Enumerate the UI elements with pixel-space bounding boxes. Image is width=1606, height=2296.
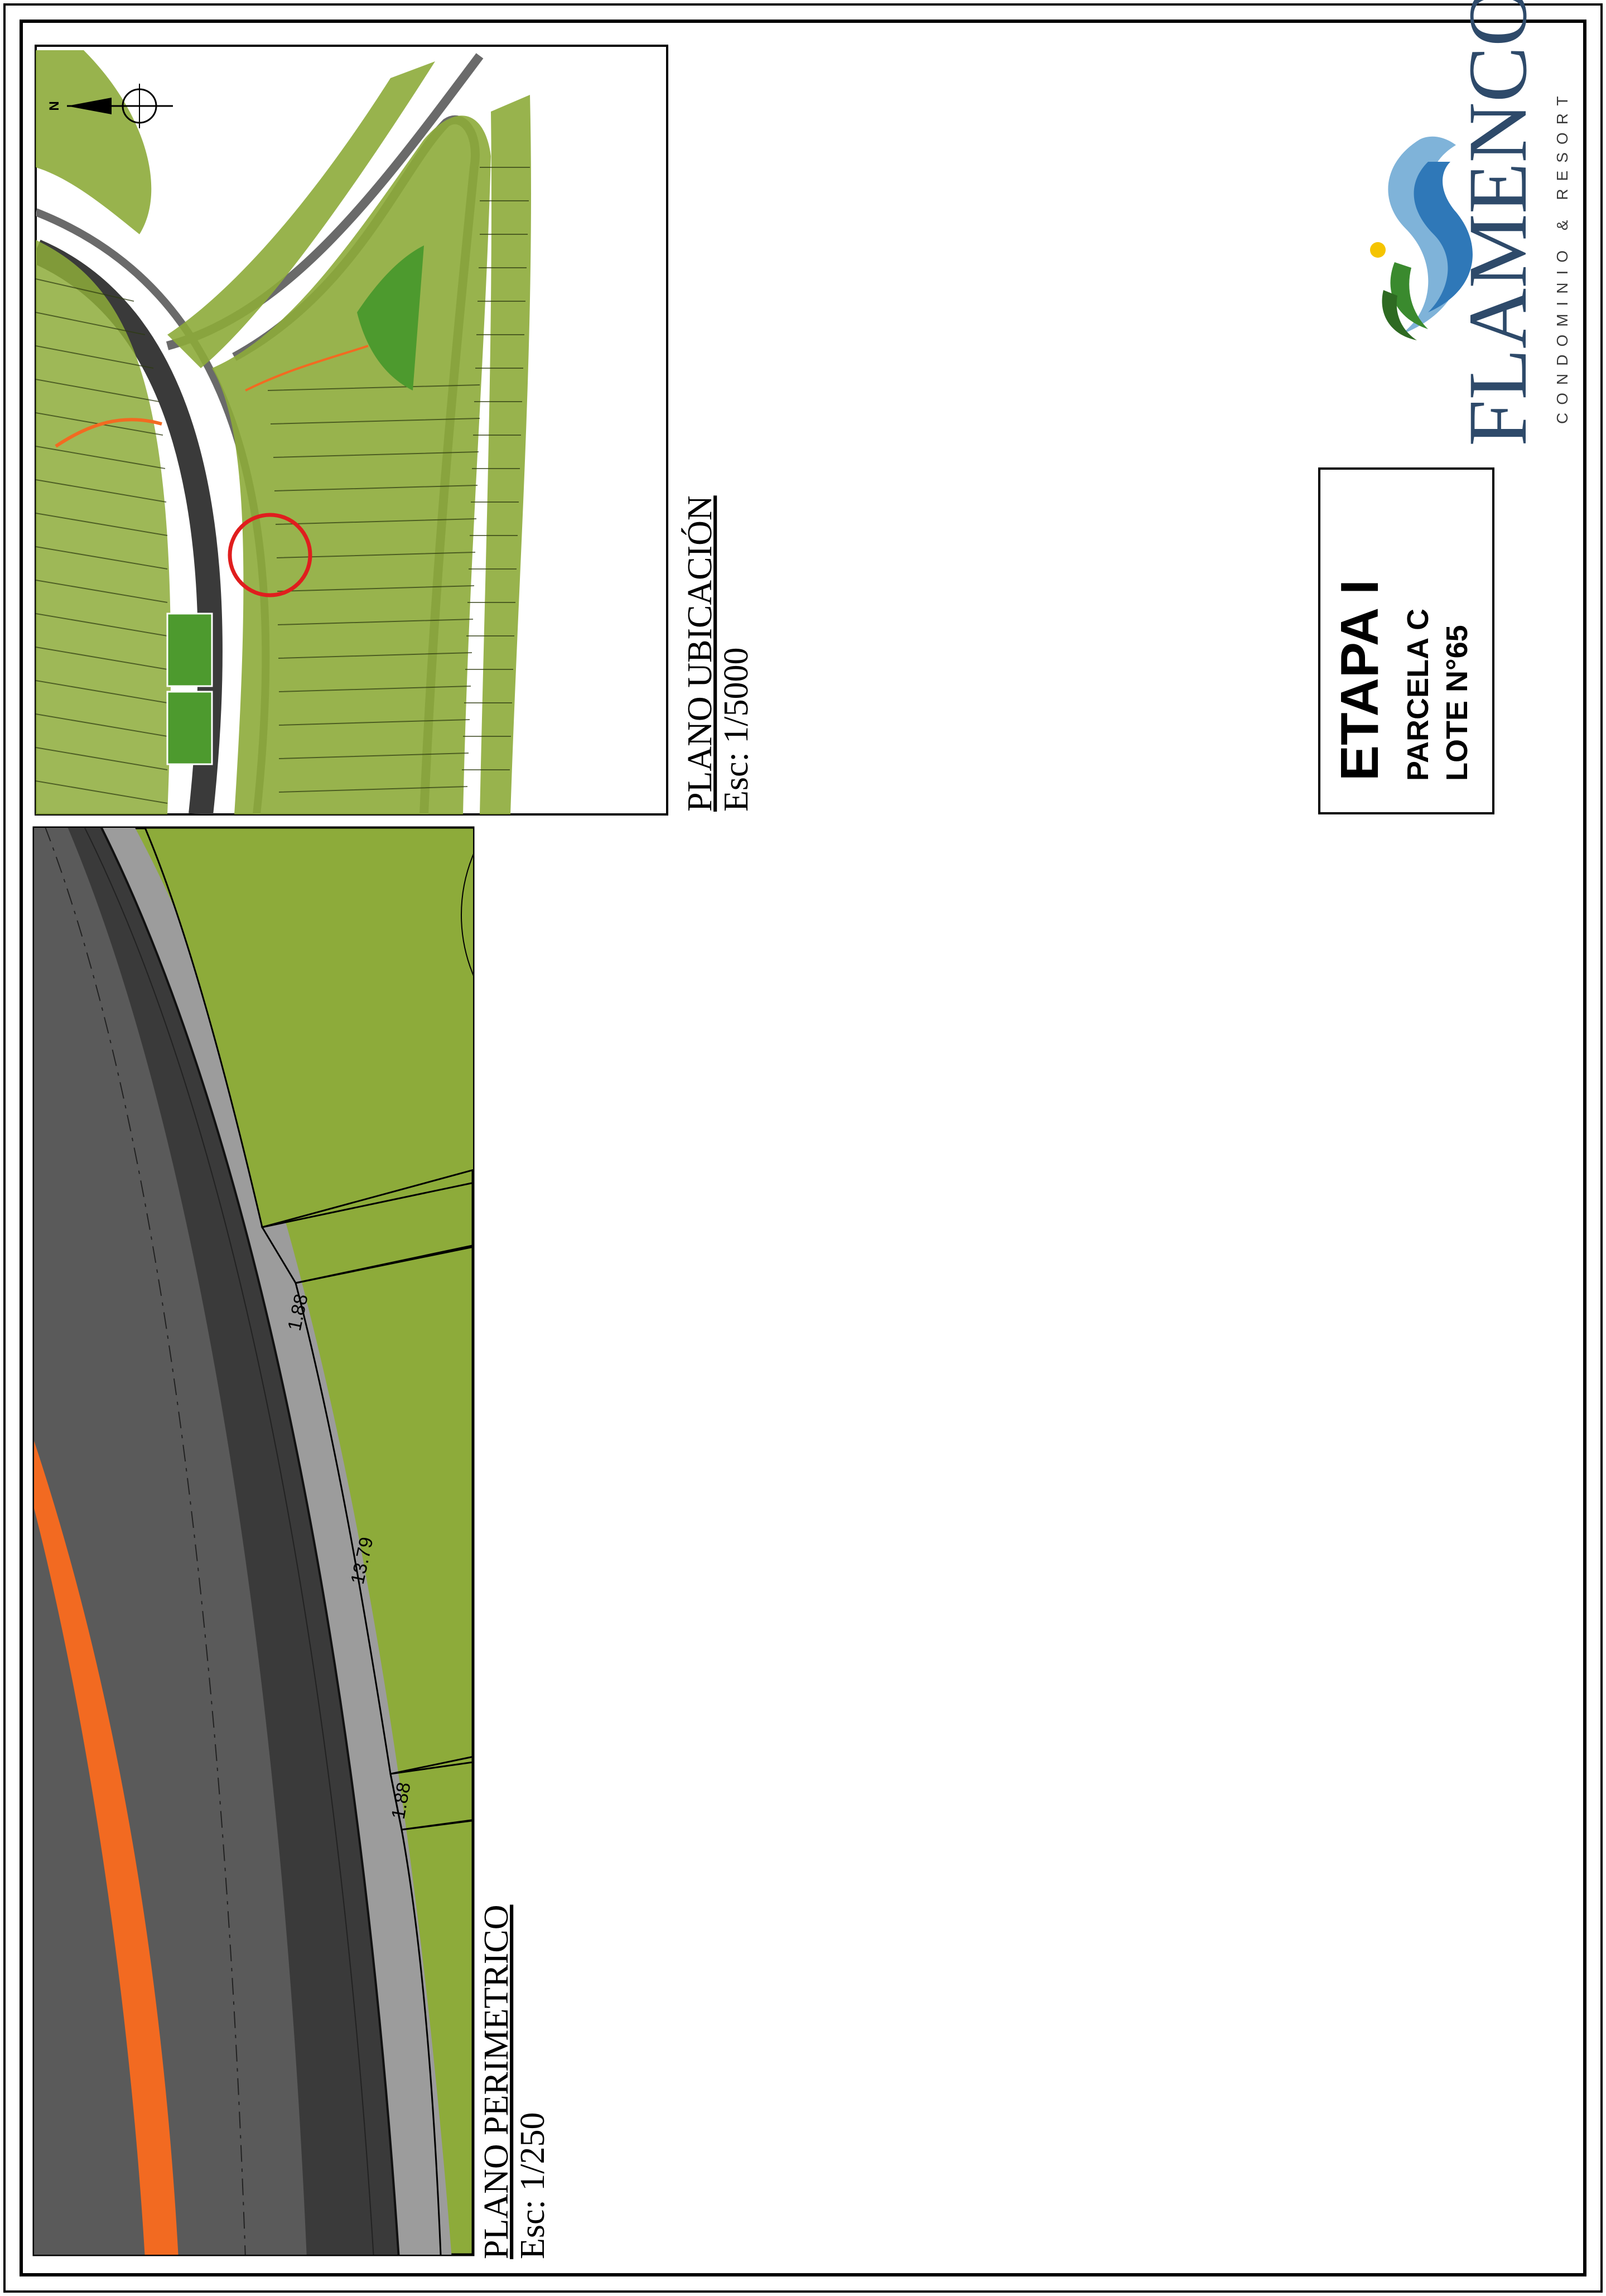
rear-road xyxy=(1138,826,1506,2259)
perimetric-title: PLANO PERIMETRICO xyxy=(478,1904,515,2259)
dim-top-inner: 27.01 xyxy=(682,1232,739,1266)
brand-name: FLAMENCOS xyxy=(1451,0,1544,446)
loc-lots-east xyxy=(480,95,531,814)
lot-64-circle xyxy=(461,853,473,976)
rear-road-far xyxy=(1350,826,1589,2259)
loc-lots-center xyxy=(212,115,491,814)
lot-66-number: 66 xyxy=(726,1955,998,2201)
north-label: N xyxy=(47,101,62,110)
dim-offset-bottom-right: 1.88 xyxy=(1180,1624,1207,1665)
brand-logo: FLAMENCOS CONDOMINIO & RESORT xyxy=(1370,0,1571,446)
outer-border xyxy=(3,3,1603,2293)
location-plan: N xyxy=(35,45,668,816)
inner-border xyxy=(20,20,1586,2276)
dim-bottom-outer: 30.81 xyxy=(841,1713,897,1744)
perimetric-scale: Esc: 1/250 xyxy=(514,2112,552,2259)
lot-66-boundary xyxy=(401,1820,473,2255)
dim-top-outer: 30.81 xyxy=(729,1154,786,1188)
lot-66-circle xyxy=(704,1920,1020,2236)
dim-back-arc-inner: 15.85 xyxy=(1153,1348,1184,1399)
dim-back-arc-outer: 19.89 xyxy=(1267,1323,1298,1374)
info-parcel: PARCELA C xyxy=(1401,609,1435,781)
orange-path xyxy=(34,1441,179,2255)
road-lane xyxy=(34,828,307,2255)
flamingo-logo-icon xyxy=(1370,136,1473,340)
lot-64-boundary xyxy=(144,828,473,1228)
location-scale: Esc: 1/5000 xyxy=(717,648,755,812)
lot-area-label: ÁREA LOTE xyxy=(992,1305,1028,1484)
common-area-label: ÁREA COMÚN DE USO EXCLUSIVO xyxy=(1160,1151,1269,1523)
brand-tagline: CONDOMINIO & RESORT xyxy=(1554,88,1571,424)
loc-lots-north xyxy=(36,50,152,234)
dim-bottom-inner: 27.00 xyxy=(769,1668,824,1699)
info-stage: ETAPA I xyxy=(1330,580,1390,781)
strip-bottom xyxy=(389,1761,473,1831)
location-title: PLANO UBICACIÓN xyxy=(681,495,719,812)
perimetric-plan: 64 65 66 ÁREA LOTE 400.12m2 ÁREA COMÚN D… xyxy=(32,792,1589,2259)
loc-park xyxy=(357,245,424,390)
loc-court-2 xyxy=(166,691,213,765)
loc-lots-west xyxy=(36,240,171,814)
lot-area-value: 400.12m2 xyxy=(1034,1323,1070,1467)
common-area-value: 176.31m2 xyxy=(1228,1291,1274,1393)
lot-64-number: 64 xyxy=(484,792,755,1038)
dim-offset-top-right: 1.88 xyxy=(1059,1080,1088,1121)
strip-top xyxy=(261,1181,473,1284)
loc-lot-marker xyxy=(228,513,312,597)
dim-setback: 3.80 xyxy=(1142,1074,1187,1105)
info-box: ETAPA I PARCELA C LOTE N°65 xyxy=(1318,467,1494,814)
info-lot: LOTE N°65 xyxy=(1440,625,1474,781)
north-arrow-icon xyxy=(67,84,173,128)
loc-court-1 xyxy=(166,612,213,687)
lot-65-number: 65 xyxy=(640,1333,911,1579)
lot-65-circle xyxy=(618,1298,933,1614)
lot-65-boundary xyxy=(295,1246,473,1775)
